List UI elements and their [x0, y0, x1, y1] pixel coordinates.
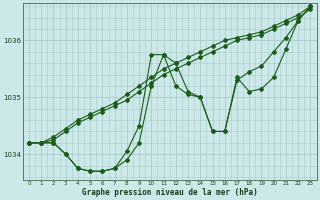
X-axis label: Graphe pression niveau de la mer (hPa): Graphe pression niveau de la mer (hPa)	[82, 188, 258, 197]
